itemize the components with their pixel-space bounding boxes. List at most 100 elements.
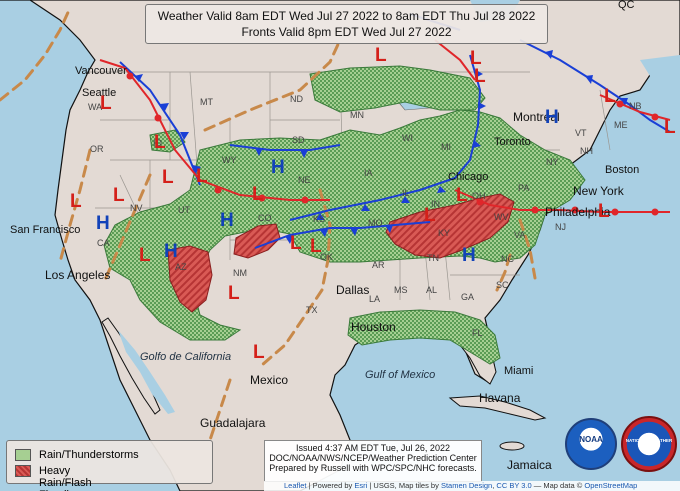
state-label-mt: MT xyxy=(200,97,213,107)
attrib-osm-link[interactable]: OpenStreetMap xyxy=(584,481,638,490)
city-seattle: Seattle xyxy=(82,87,117,99)
nws-logo: NATIONAL WEATHER SERVICE xyxy=(621,416,677,472)
attrib-leaflet-link[interactable]: Leaflet xyxy=(284,481,307,490)
noaa-logo-text: NOAA xyxy=(579,435,603,444)
attrib-rest: | USGS, Map tiles by xyxy=(369,481,439,490)
state-label-tx: TX xyxy=(306,305,318,315)
label-gulf-mexico: Gulf of Mexico xyxy=(365,369,436,381)
low-pressure-center: L xyxy=(604,86,616,107)
state-label-ut: UT xyxy=(178,205,190,215)
high-pressure-center: H xyxy=(271,157,285,178)
city-vancouver: Vancouver xyxy=(75,65,127,77)
state-label-nb: NB xyxy=(629,101,642,111)
heavy-rain-areas xyxy=(167,193,515,313)
state-label-ar: AR xyxy=(372,260,385,270)
state-label-wv: WV xyxy=(494,212,509,222)
state-label-az: AZ xyxy=(175,262,187,272)
state-label-ny: NY xyxy=(546,157,559,167)
low-pressure-center: L xyxy=(470,48,482,69)
state-label-mi: MI xyxy=(441,142,451,152)
low-pressure-center: L xyxy=(154,132,166,153)
state-label-or: OR xyxy=(90,144,104,154)
label-gulf-california: Golfo de California xyxy=(140,351,232,363)
state-label-me: ME xyxy=(614,120,628,130)
state-label-wa: WA xyxy=(88,102,103,112)
state-label-al: AL xyxy=(426,285,438,295)
city-chicago: Chicago xyxy=(448,171,489,183)
state-label-il: IL xyxy=(402,188,410,198)
map-title-line1: Weather Valid 8am EDT Wed Jul 27 2022 to… xyxy=(157,9,536,23)
low-pressure-center: L xyxy=(310,236,322,257)
low-pressure-center: L xyxy=(70,191,82,212)
attrib-powered: | Powered by xyxy=(308,481,353,490)
city-miami: Miami xyxy=(504,365,534,377)
state-label-ks: KS xyxy=(313,214,326,224)
attrib-stamen-link[interactable]: Stamen Design xyxy=(440,481,493,490)
low-pressure-center: L xyxy=(474,66,486,87)
rain-area-idaho xyxy=(149,129,186,153)
attrib-mapdata: — Map data © xyxy=(533,481,583,490)
state-label-nd: ND xyxy=(290,94,303,104)
low-pressure-center: L xyxy=(196,166,208,187)
state-label-pa: PA xyxy=(518,183,530,193)
city-toronto: Toronto xyxy=(494,136,531,148)
map-title-line2: Fronts Valid 8pm EDT Wed Jul 27 2022 xyxy=(241,25,452,39)
state-label-mo: MO xyxy=(368,218,383,228)
land-jamaica xyxy=(499,441,525,451)
city-guadalajara: Guadalajara xyxy=(200,416,266,430)
state-label-ca: CA xyxy=(97,238,110,248)
label-qc: QC xyxy=(618,0,635,11)
city-mexico: Mexico xyxy=(250,373,289,387)
state-label-ga: GA xyxy=(461,292,475,302)
low-pressure-center: L xyxy=(113,185,125,206)
heavy-rain-new-mexico xyxy=(233,223,281,259)
state-label-ok: OK xyxy=(320,252,334,262)
state-label-sc: SC xyxy=(496,280,509,290)
state-label-wi: WI xyxy=(402,133,413,143)
legend-swatch-heavy-rain xyxy=(15,465,31,477)
issued-line1: Issued 4:37 AM EDT Tue, Jul 26, 2022 xyxy=(296,443,450,453)
land-cuba xyxy=(448,395,547,421)
state-label-nm: NM xyxy=(233,268,247,278)
rain-area-upper-midwest xyxy=(309,65,486,113)
gulf-california xyxy=(118,330,175,414)
heavy-rain-arizona xyxy=(167,245,213,313)
state-label-mn: MN xyxy=(350,110,364,120)
state-label-va: VA xyxy=(514,230,526,240)
state-label-fl: FL xyxy=(472,328,483,338)
rain-area-gulf xyxy=(347,309,501,365)
city-philadelphia: Philadelphia xyxy=(545,205,611,219)
low-pressure-center: L xyxy=(598,201,610,222)
state-label-ne: NE xyxy=(298,175,311,185)
high-pressure-center: H xyxy=(96,213,110,234)
map-legend: Rain/Thunderstorms Heavy Rain/Flash Floo… xyxy=(6,440,213,491)
legend-swatch-rain xyxy=(15,449,31,461)
high-pressure-center: H xyxy=(545,107,559,128)
city-boston: Boston xyxy=(605,164,640,176)
city-san-francisco: San Francisco xyxy=(10,224,81,236)
state-label-oh: OH xyxy=(472,191,486,201)
low-pressure-center: L xyxy=(253,342,265,363)
state-label-nc: NC xyxy=(501,254,514,264)
state-label-in: IN xyxy=(431,199,440,209)
low-pressure-center: L xyxy=(162,167,174,188)
low-pressure-center: L xyxy=(375,45,387,66)
high-pressure-center: H xyxy=(164,241,178,262)
state-label-id: ID xyxy=(153,138,162,148)
attrib-cc-link[interactable]: CC BY 3.0 xyxy=(496,481,532,490)
city-houston: Houston xyxy=(351,320,396,334)
state-label-sd: SD xyxy=(292,135,305,145)
legend-label-heavy-rain: Heavy Rain/Flash Flooding Possible xyxy=(39,465,92,491)
city-jamaica: Jamaica xyxy=(507,458,552,472)
low-pressure-center: L xyxy=(100,93,112,114)
city-new-york: New York xyxy=(573,184,624,198)
warm-front-pips xyxy=(126,72,659,216)
high-pressure-center: H xyxy=(462,245,476,266)
heavy-rain-ohio-valley xyxy=(385,193,515,259)
nws-logo-text: NATIONAL WEATHER SERVICE xyxy=(625,438,673,448)
attrib-esri-link[interactable]: Esri xyxy=(354,481,368,490)
gulf-st-lawrence xyxy=(640,55,680,92)
city-dallas: Dallas xyxy=(336,283,370,297)
